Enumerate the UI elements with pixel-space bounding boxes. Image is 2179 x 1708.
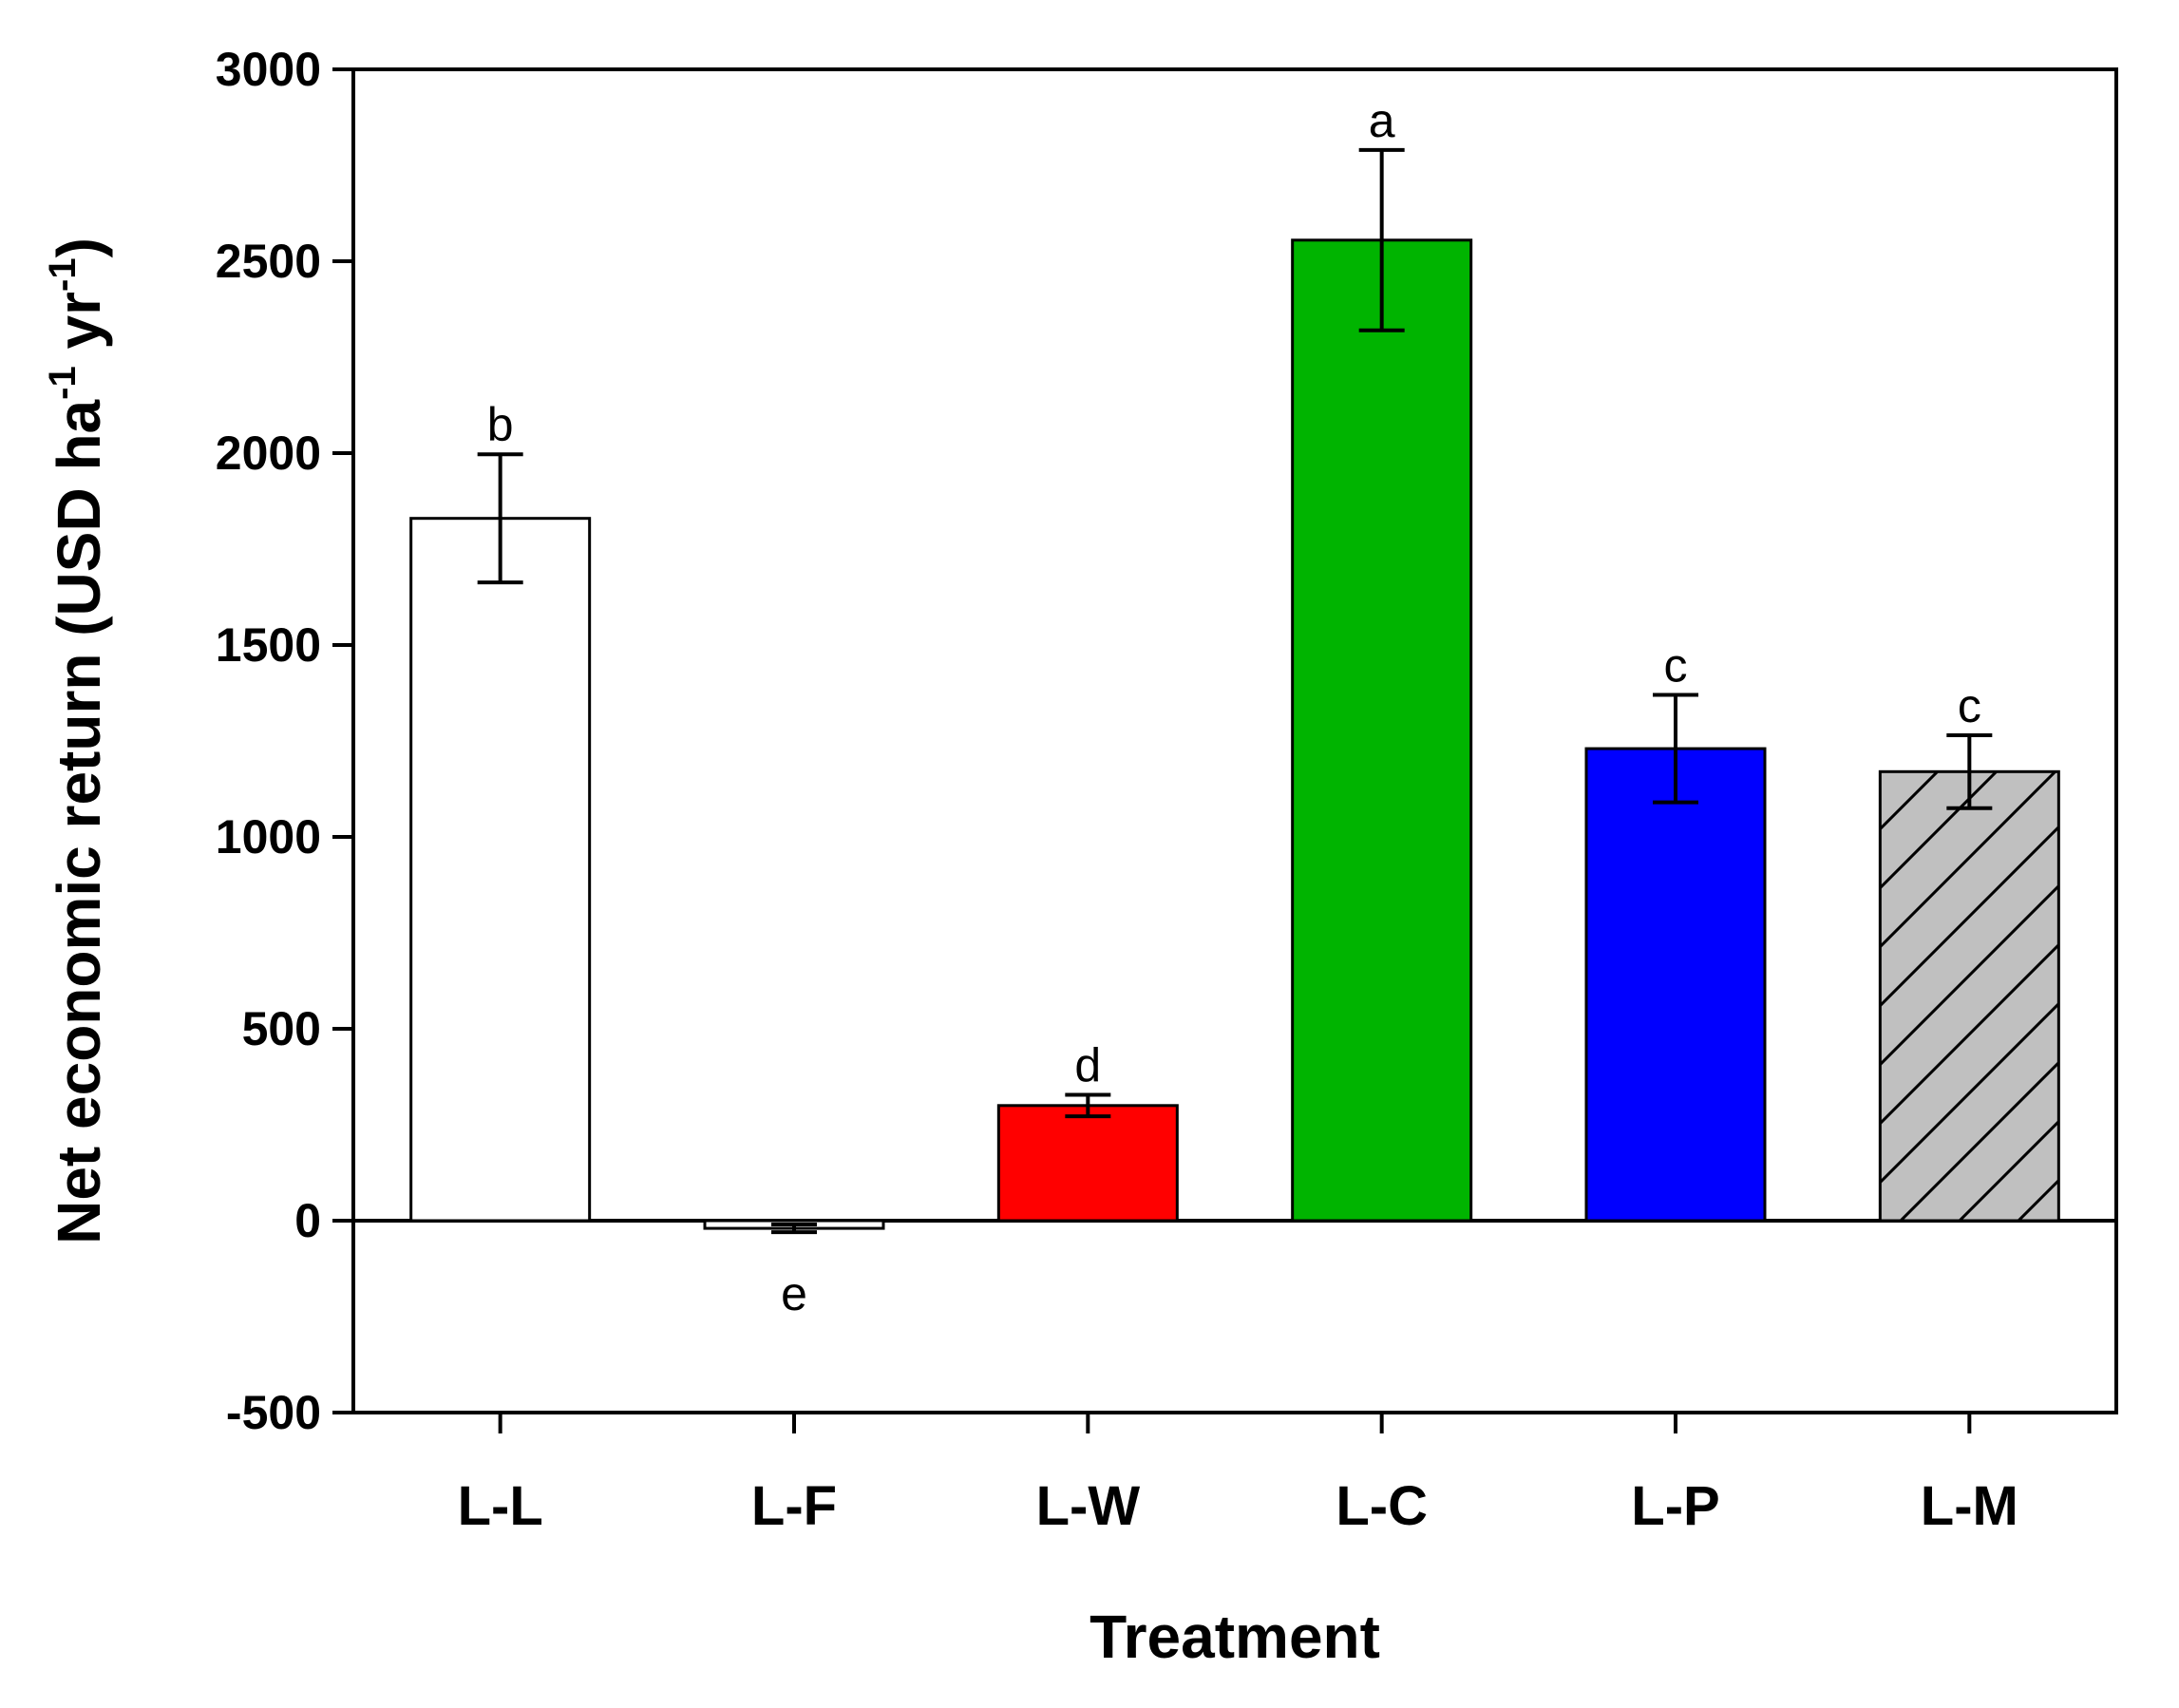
significance-label-l-f: e	[781, 1267, 807, 1320]
y-tick-label: 2500	[216, 235, 321, 288]
x-tick-label-l-w: L-W	[1036, 1475, 1141, 1537]
bar-l-c	[1291, 238, 1473, 1223]
y-axis-title: Net economic return (USD ha-1 yr-1)	[42, 237, 113, 1244]
bar-l-m	[1878, 769, 2060, 1223]
x-tick-label-l-f: L-F	[751, 1475, 837, 1537]
significance-label-l-w: d	[1074, 1038, 1101, 1091]
significance-label-l-p: c	[1664, 639, 1688, 693]
y-axis-title-main: Net economic return (USD ha	[45, 399, 113, 1243]
y-axis-title-exponent-yr: -1	[42, 257, 84, 292]
bar-l-w	[996, 1104, 1179, 1223]
y-tick-label: 500	[242, 1002, 321, 1055]
significance-label-l-l: b	[487, 398, 514, 451]
x-tick-label-l-c: L-C	[1336, 1475, 1428, 1537]
x-tick-label-l-l: L-L	[458, 1475, 543, 1537]
x-tick-label-l-m: L-M	[1921, 1475, 2018, 1537]
y-axis-title-close: )	[45, 237, 113, 257]
y-tick-label: 1000	[216, 810, 321, 863]
y-tick-label: -500	[226, 1386, 321, 1439]
bar-l-p	[1584, 747, 1767, 1223]
y-axis-title-exponent-ha: -1	[42, 366, 84, 400]
y-tick-label: 0	[294, 1194, 321, 1247]
bar-l-l	[409, 517, 592, 1223]
y-tick-label: 3000	[216, 43, 321, 96]
plot-frame	[351, 67, 2118, 1414]
significance-label-l-c: a	[1369, 94, 1395, 147]
x-axis-title: Treatment	[1090, 1603, 1380, 1671]
y-tick-label: 1500	[216, 618, 321, 672]
significance-label-l-m: c	[1958, 679, 1981, 732]
y-axis-title-yr: yr	[45, 292, 113, 366]
x-tick-label-l-p: L-P	[1631, 1475, 1719, 1537]
y-tick-label: 2000	[216, 427, 321, 480]
